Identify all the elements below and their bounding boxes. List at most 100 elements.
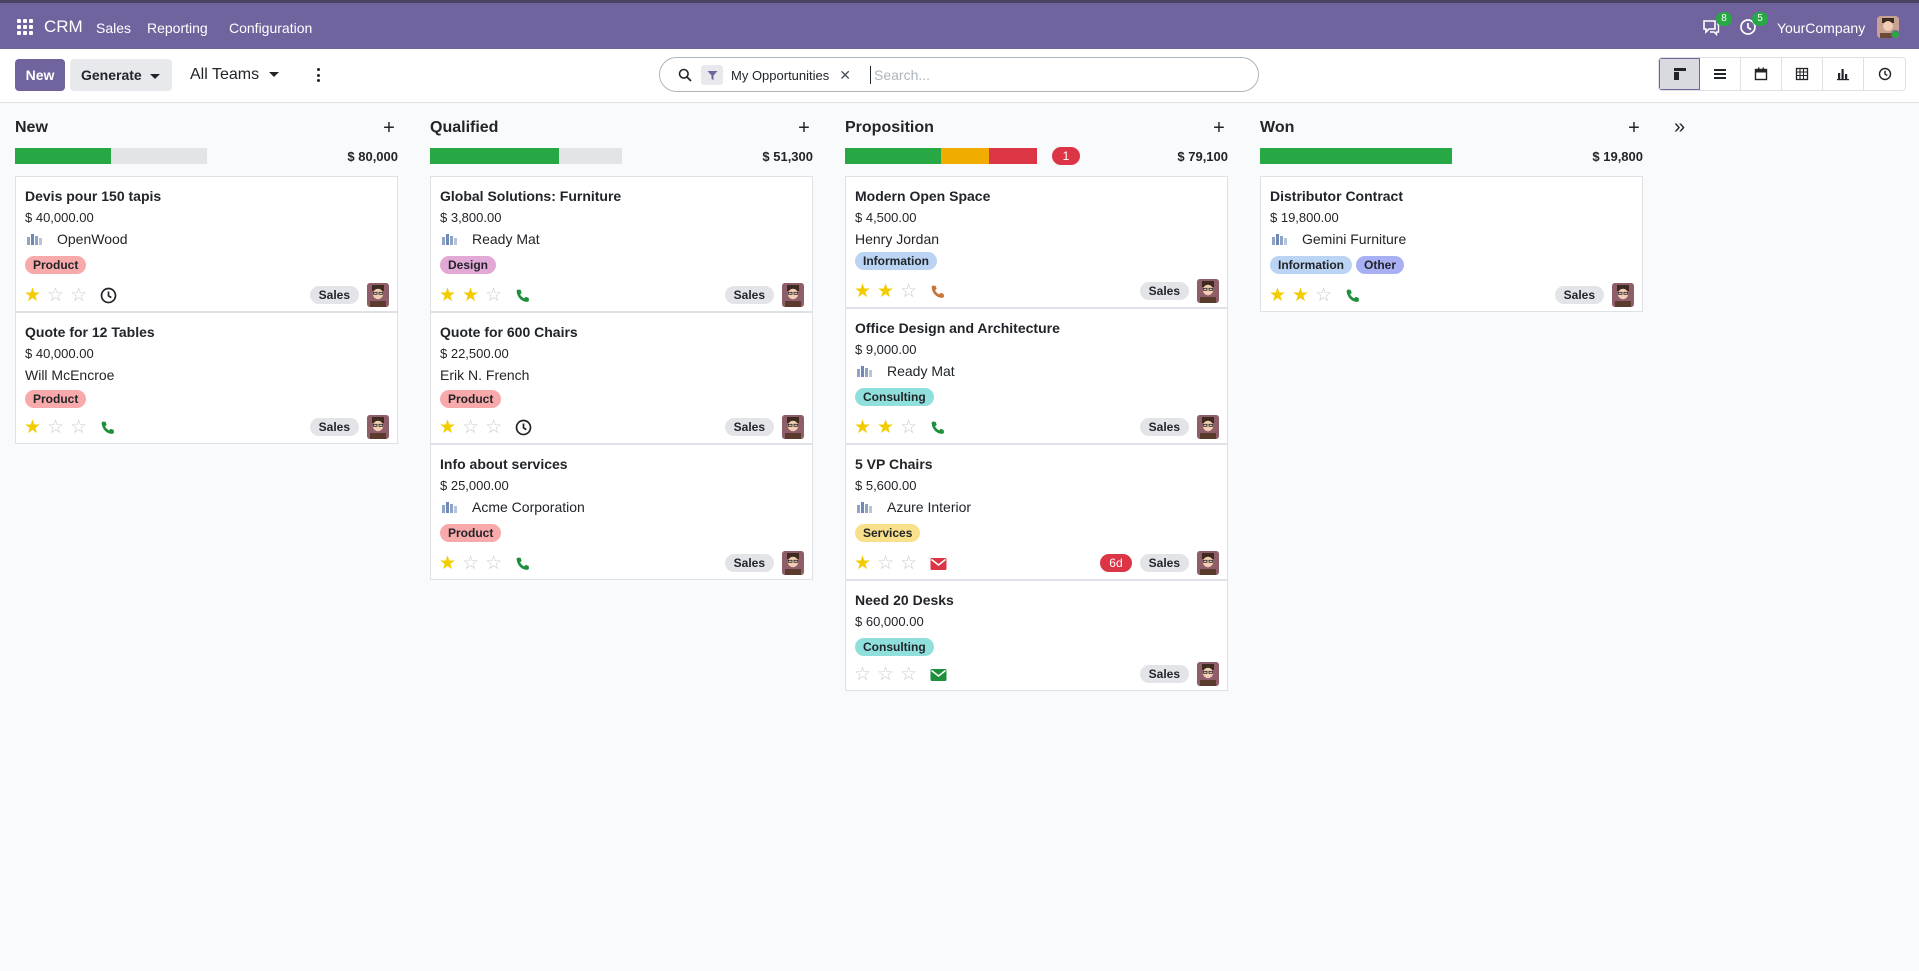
opportunity-card[interactable]: Quote for 600 Chairs $ 22,500.00 Erik N. F… (430, 312, 813, 444)
menu-reporting[interactable]: Reporting (147, 20, 208, 36)
user-avatar[interactable] (1877, 16, 1899, 38)
salesperson-avatar[interactable] (1197, 415, 1219, 439)
opportunity-card[interactable]: Info about services $ 25,000.00 Acme Corpo… (430, 444, 813, 580)
priority-star-icon[interactable]: ☆ (900, 417, 918, 438)
progress-segment-green[interactable] (15, 148, 111, 164)
more-options-icon[interactable] (316, 68, 320, 82)
progress-segment-green[interactable] (430, 148, 559, 164)
priority-star-icon[interactable]: ☆ (877, 664, 895, 685)
quick-create-plus-icon[interactable]: + (798, 117, 810, 139)
opportunity-card[interactable]: Distributor Contract $ 19,800.00 Gemini Fu… (1260, 176, 1643, 312)
activity-phone-icon[interactable] (1344, 287, 1362, 305)
activities-clock-icon[interactable] (1739, 18, 1757, 36)
priority-star-icon[interactable]: ☆ (70, 417, 88, 438)
column-title[interactable]: Proposition (845, 119, 934, 136)
activity-clock-icon[interactable] (99, 287, 117, 305)
team-selector[interactable]: All Teams (190, 66, 280, 84)
priority-star-icon[interactable]: ☆ (47, 285, 65, 306)
priority-star-icon[interactable]: ★ (877, 281, 895, 302)
activity-clock-icon[interactable] (514, 419, 532, 437)
salesperson-avatar[interactable] (1612, 283, 1634, 307)
quick-create-plus-icon[interactable]: + (1628, 117, 1640, 139)
priority-star-icon[interactable]: ★ (854, 553, 872, 574)
salesperson-avatar[interactable] (782, 415, 804, 439)
kanban-view-icon[interactable] (1659, 58, 1700, 90)
column-title[interactable]: Won (1260, 119, 1295, 136)
pivot-view-icon[interactable] (1782, 58, 1823, 90)
priority-star-icon[interactable]: ★ (24, 285, 42, 306)
priority-star-icon[interactable]: ★ (877, 417, 895, 438)
graph-view-icon[interactable] (1823, 58, 1864, 90)
priority-star-icon[interactable]: ☆ (47, 417, 65, 438)
priority-star-icon[interactable]: ☆ (485, 553, 503, 574)
priority-star-icon[interactable]: ★ (1269, 285, 1287, 306)
list-view-icon[interactable] (1700, 58, 1741, 90)
column-progress-bar[interactable] (430, 148, 622, 164)
priority-star-icon[interactable]: ☆ (877, 553, 895, 574)
priority-star-icon[interactable]: ★ (854, 417, 872, 438)
tag-badge[interactable]: Consulting (855, 638, 934, 656)
search-facet[interactable]: My Opportunities ✕ (701, 65, 851, 85)
activity-phone-icon[interactable] (929, 419, 947, 437)
priority-star-icon[interactable]: ☆ (485, 285, 503, 306)
menu-sales[interactable]: Sales (96, 20, 132, 36)
tag-badge[interactable]: Information (1270, 256, 1352, 274)
priority-star-icon[interactable]: ☆ (70, 285, 88, 306)
priority-star-icon[interactable]: ☆ (485, 417, 503, 438)
tag-badge[interactable]: Design (440, 256, 497, 274)
activity-phone-icon[interactable] (929, 283, 947, 301)
priority-star-icon[interactable]: ★ (462, 285, 480, 306)
priority-star-icon[interactable]: ★ (439, 553, 457, 574)
column-progress-bar[interactable] (15, 148, 207, 164)
priority-star-icon[interactable]: ☆ (900, 281, 918, 302)
salesperson-avatar[interactable] (782, 551, 804, 575)
priority-star-icon[interactable]: ☆ (1315, 285, 1333, 306)
priority-star-icon[interactable]: ★ (854, 281, 872, 302)
opportunity-card[interactable]: Quote for 12 Tables $ 40,000.00 Will McEnc… (15, 312, 398, 444)
column-title[interactable]: New (15, 119, 48, 136)
salesperson-avatar[interactable] (1197, 279, 1219, 303)
tag-badge[interactable]: Information (855, 252, 937, 270)
activity-phone-icon[interactable] (514, 555, 532, 573)
tag-badge[interactable]: Product (440, 390, 502, 408)
calendar-view-icon[interactable] (1741, 58, 1782, 90)
salesperson-avatar[interactable] (367, 415, 389, 439)
salesperson-avatar[interactable] (1197, 662, 1219, 686)
priority-star-icon[interactable]: ★ (439, 417, 457, 438)
app-brand[interactable]: CRM (44, 17, 83, 36)
tag-badge[interactable]: Services (855, 524, 921, 542)
quick-create-plus-icon[interactable]: + (1213, 117, 1225, 139)
priority-star-icon[interactable]: ★ (1292, 285, 1310, 306)
new-button[interactable]: New (15, 59, 65, 91)
close-icon[interactable]: ✕ (839, 66, 851, 83)
progress-segment-green[interactable] (845, 148, 941, 164)
priority-star-icon[interactable]: ☆ (900, 553, 918, 574)
activity-phone-icon[interactable] (514, 287, 532, 305)
column-progress-bar[interactable] (1260, 148, 1452, 164)
activity-view-icon[interactable] (1864, 58, 1905, 90)
column-title[interactable]: Qualified (430, 119, 499, 136)
priority-star-icon[interactable]: ★ (439, 285, 457, 306)
opportunity-card[interactable]: Modern Open Space $ 4,500.00 Henry Jordan I… (845, 176, 1228, 308)
tag-badge[interactable]: Product (25, 256, 87, 274)
progress-segment-orange[interactable] (941, 148, 989, 164)
apps-grid-icon[interactable] (17, 19, 33, 35)
activity-mail-icon[interactable] (929, 555, 947, 573)
double-chevron-right-icon[interactable]: » (1674, 116, 1686, 138)
activity-mail-icon[interactable] (929, 666, 947, 684)
tag-badge[interactable]: Product (25, 390, 87, 408)
salesperson-avatar[interactable] (782, 283, 804, 307)
salesperson-avatar[interactable] (367, 283, 389, 307)
tag-badge[interactable]: Product (440, 524, 502, 542)
search-icon[interactable] (678, 68, 692, 82)
column-progress-bar[interactable] (845, 148, 1037, 164)
tag-badge[interactable]: Consulting (855, 388, 934, 406)
progress-segment-red[interactable] (989, 148, 1037, 164)
company-switcher[interactable]: YourCompany (1777, 20, 1866, 36)
progress-segment-green[interactable] (1260, 148, 1452, 164)
priority-star-icon[interactable]: ☆ (462, 417, 480, 438)
salesperson-avatar[interactable] (1197, 551, 1219, 575)
priority-star-icon[interactable]: ☆ (854, 664, 872, 685)
opportunity-card[interactable]: 5 VP Chairs $ 5,600.00 Azure Interior Servi… (845, 444, 1228, 580)
tag-badge[interactable]: Other (1356, 256, 1405, 274)
